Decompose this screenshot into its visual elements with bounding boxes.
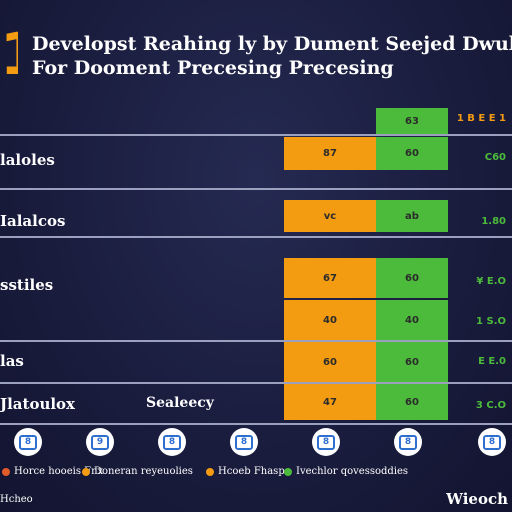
top-bar-label: 63 bbox=[405, 116, 419, 127]
top-green-bar: 63 bbox=[376, 108, 448, 135]
pct-label: C60 bbox=[484, 152, 506, 163]
legend-label: Ivechlor qovessoddies bbox=[296, 466, 409, 477]
row-divider bbox=[0, 382, 512, 384]
bar-value-label: 60 bbox=[405, 148, 419, 159]
bar-value-label: vc bbox=[323, 210, 337, 222]
row-divider bbox=[0, 134, 512, 136]
bar-value-label: 60 bbox=[323, 356, 337, 368]
legend-dot bbox=[2, 467, 10, 476]
row-divider bbox=[0, 188, 512, 190]
legend-item-2: Doneran reyeuolies bbox=[82, 466, 193, 477]
legend-dot bbox=[284, 467, 292, 476]
bar-value-label: 60 bbox=[405, 272, 419, 284]
bar-orange: 47 bbox=[284, 384, 376, 420]
legend-dot bbox=[82, 467, 90, 476]
bar-orange: 67 bbox=[284, 258, 376, 298]
bar-value-label: 40 bbox=[323, 314, 337, 326]
legend-label: Hcoeb Fhasp bbox=[218, 466, 285, 477]
bar-green: 40 bbox=[376, 300, 448, 340]
pct-label: 3 C.O bbox=[475, 400, 506, 411]
row-label: sstiles bbox=[0, 276, 54, 294]
legend-label: Horce hooeis Fnx bbox=[14, 466, 104, 477]
bar-value-label: 87 bbox=[323, 148, 337, 159]
bar-orange: 60 bbox=[284, 342, 376, 382]
icon-label: 8 bbox=[403, 437, 413, 447]
document-icon: 9 bbox=[86, 428, 114, 456]
legend-item-1: Horce hooeis Fnx bbox=[2, 466, 103, 477]
document-icon: 8 bbox=[158, 428, 186, 456]
icon-label: 8 bbox=[167, 437, 177, 447]
footer-left: Hcheo bbox=[0, 494, 33, 505]
bar-orange: vc bbox=[284, 200, 376, 232]
legend-label: Doneran reyeuolies bbox=[94, 466, 193, 477]
icon-label: 9 bbox=[95, 437, 105, 447]
bar-value-label: 67 bbox=[323, 272, 337, 284]
bar-green: 60 bbox=[376, 137, 448, 170]
bar-green: 60 bbox=[376, 384, 448, 420]
row-divider bbox=[0, 423, 512, 425]
bar-value-label: ab bbox=[405, 210, 419, 222]
bar-orange: 40 bbox=[284, 300, 376, 340]
legend-item-3: Hcoeb Fhasp bbox=[206, 466, 285, 477]
brand-logo: Wieoch bbox=[446, 490, 508, 508]
pct-label: ¥ E.O bbox=[476, 276, 506, 287]
pct-label: 1 S.O bbox=[476, 316, 506, 327]
bar-green: ab bbox=[376, 200, 448, 232]
document-icon: 8 bbox=[14, 428, 42, 456]
legend-dot bbox=[206, 467, 214, 476]
bar-green: 60 bbox=[376, 258, 448, 298]
row-label: laloles bbox=[0, 151, 55, 169]
bar-value-label: 40 bbox=[405, 314, 419, 326]
bar-green: 60 bbox=[376, 342, 448, 382]
row-divider bbox=[0, 236, 512, 238]
legend: Horce hooeis Fnx Doneran reyeuolies Hcoe… bbox=[0, 466, 512, 480]
pct-label: E E.0 bbox=[478, 356, 506, 367]
bar-value-label: 60 bbox=[405, 396, 419, 408]
title-index: 1 bbox=[0, 28, 18, 80]
top-pct-label: 1 B E E 1 bbox=[456, 113, 506, 124]
document-icon: 8 bbox=[312, 428, 340, 456]
row-label: Jlatoulox bbox=[0, 395, 75, 413]
document-icon: 8 bbox=[478, 428, 506, 456]
icon-label: 8 bbox=[321, 437, 331, 447]
bar-value-label: 47 bbox=[323, 396, 337, 408]
chart-title: Developst Reahing ly by Dument Seejed Dw… bbox=[32, 33, 512, 55]
pct-label: 1.80 bbox=[481, 216, 506, 227]
icon-label: 8 bbox=[487, 437, 497, 447]
row-label: Ialalcos bbox=[0, 212, 66, 230]
document-icon: 8 bbox=[230, 428, 258, 456]
icon-label: 8 bbox=[239, 437, 249, 447]
bar-value-label: 60 bbox=[405, 356, 419, 368]
row-divider bbox=[0, 340, 512, 342]
extra-label: Sealeecy bbox=[146, 395, 214, 411]
row-label: las bbox=[0, 352, 24, 370]
document-icon: 8 bbox=[394, 428, 422, 456]
icon-label: 8 bbox=[23, 437, 33, 447]
chart-subtitle: For Dooment Precesing Precesing bbox=[32, 57, 394, 79]
legend-item-4: Ivechlor qovessoddies bbox=[284, 466, 408, 477]
bar-orange: 87 bbox=[284, 137, 376, 170]
